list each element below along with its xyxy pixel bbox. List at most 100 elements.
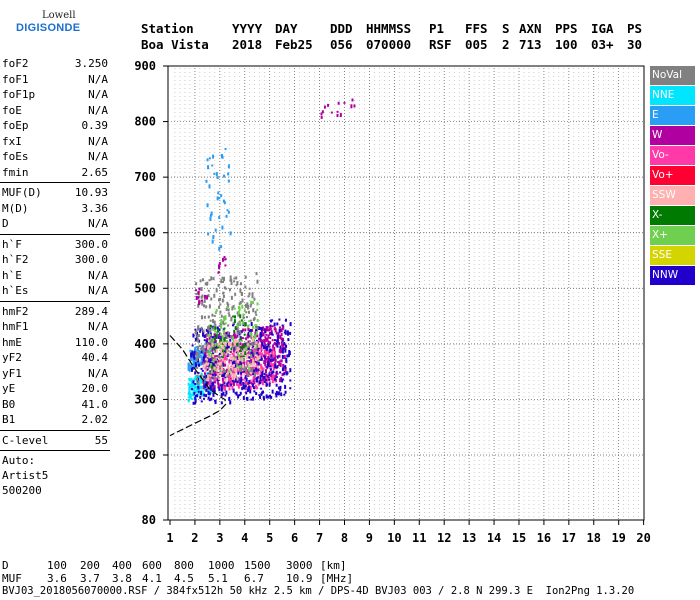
data-point bbox=[226, 353, 229, 358]
data-point bbox=[350, 104, 353, 109]
row-value: 4.1 bbox=[142, 572, 162, 585]
data-point bbox=[201, 390, 204, 395]
data-point bbox=[250, 332, 253, 337]
data-point bbox=[242, 354, 245, 358]
data-point bbox=[221, 350, 224, 354]
data-point bbox=[289, 322, 292, 327]
data-point bbox=[274, 350, 277, 355]
data-point bbox=[192, 394, 195, 397]
data-point bbox=[202, 362, 205, 365]
data-point bbox=[196, 377, 199, 381]
data-point bbox=[263, 360, 266, 365]
data-point bbox=[220, 279, 223, 284]
data-point bbox=[251, 349, 254, 353]
data-point bbox=[206, 337, 209, 340]
data-point bbox=[207, 388, 210, 392]
data-point bbox=[236, 359, 239, 363]
data-point bbox=[273, 356, 276, 361]
data-point bbox=[229, 356, 232, 361]
data-point bbox=[198, 375, 201, 379]
data-point bbox=[211, 377, 214, 380]
auto-scaling-info: 500200 bbox=[2, 484, 42, 497]
data-point bbox=[241, 371, 244, 374]
data-point bbox=[245, 316, 248, 319]
data-point bbox=[263, 349, 266, 353]
data-point bbox=[224, 264, 227, 267]
data-point bbox=[259, 381, 262, 384]
data-point bbox=[209, 333, 212, 336]
data-point bbox=[270, 349, 273, 352]
data-point bbox=[258, 370, 261, 374]
data-point bbox=[199, 395, 202, 399]
data-point bbox=[244, 322, 247, 327]
data-point bbox=[235, 344, 238, 348]
data-point bbox=[210, 211, 213, 216]
data-point bbox=[232, 315, 235, 318]
data-point bbox=[252, 373, 255, 376]
data-point bbox=[275, 372, 278, 377]
data-point bbox=[257, 382, 260, 386]
data-point bbox=[284, 330, 287, 335]
data-point bbox=[241, 387, 244, 391]
data-point bbox=[230, 278, 233, 282]
data-point bbox=[256, 325, 259, 329]
data-point bbox=[202, 387, 205, 390]
data-point bbox=[247, 327, 250, 331]
data-point bbox=[198, 383, 201, 387]
data-point bbox=[281, 339, 284, 342]
data-point bbox=[236, 344, 239, 347]
data-point bbox=[246, 343, 249, 346]
data-point bbox=[279, 360, 282, 363]
data-point bbox=[264, 379, 267, 383]
data-point bbox=[195, 386, 198, 389]
cluster-w bbox=[217, 255, 227, 274]
data-point bbox=[248, 367, 251, 372]
data-point bbox=[234, 315, 237, 319]
data-point bbox=[207, 362, 210, 366]
data-point bbox=[259, 374, 262, 377]
param-key: foF1p bbox=[2, 88, 36, 101]
data-point bbox=[247, 370, 250, 375]
data-point bbox=[200, 286, 203, 291]
data-point bbox=[240, 339, 243, 342]
data-point bbox=[256, 341, 259, 345]
data-point bbox=[209, 377, 212, 381]
data-point bbox=[213, 385, 216, 390]
data-point bbox=[209, 213, 212, 217]
data-point bbox=[249, 389, 252, 394]
data-point bbox=[269, 337, 272, 340]
data-point bbox=[280, 341, 283, 345]
x-tick-label: 9 bbox=[366, 531, 373, 545]
param-value: N/A bbox=[88, 150, 108, 163]
data-point bbox=[192, 333, 195, 338]
data-point bbox=[268, 378, 271, 381]
data-point bbox=[289, 387, 292, 390]
data-point bbox=[236, 376, 239, 381]
data-point bbox=[208, 339, 211, 343]
data-point bbox=[210, 390, 213, 394]
data-point bbox=[203, 397, 206, 400]
data-point bbox=[281, 327, 284, 331]
data-point bbox=[261, 352, 264, 356]
param-row: D N/A bbox=[0, 216, 110, 232]
data-point bbox=[196, 388, 199, 392]
data-point bbox=[192, 380, 195, 384]
data-point bbox=[256, 334, 259, 338]
data-point bbox=[219, 372, 222, 375]
data-point bbox=[220, 386, 223, 391]
data-point bbox=[193, 363, 196, 366]
data-point bbox=[240, 354, 243, 358]
data-point bbox=[320, 115, 323, 119]
data-point bbox=[271, 372, 274, 375]
data-point bbox=[196, 394, 199, 398]
x-tick-label: 7 bbox=[316, 531, 323, 545]
header-value: 005 bbox=[465, 37, 488, 52]
data-point bbox=[248, 287, 251, 290]
data-point bbox=[191, 383, 194, 388]
row-label: MUF bbox=[2, 572, 22, 585]
data-point bbox=[236, 331, 239, 335]
header-value: 056 bbox=[330, 37, 353, 52]
data-point bbox=[211, 343, 214, 348]
data-point bbox=[207, 315, 210, 319]
